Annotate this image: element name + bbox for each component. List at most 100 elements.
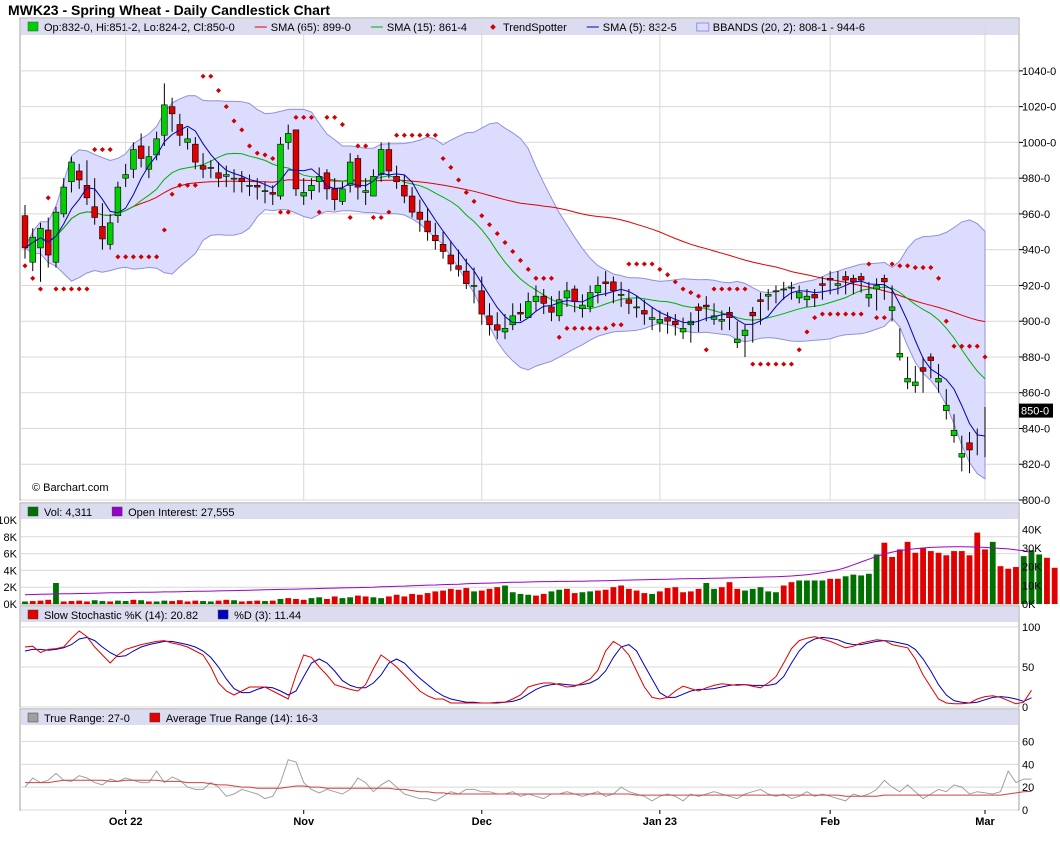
price-tick-label: 820-0 bbox=[1022, 459, 1050, 471]
sma65-line bbox=[24, 179, 986, 323]
volume-bar bbox=[339, 598, 346, 604]
price-tick-label: 1020-0 bbox=[1022, 102, 1056, 114]
trendspotter-dot bbox=[618, 322, 624, 328]
candle-body bbox=[455, 265, 462, 270]
candle-body bbox=[594, 285, 602, 293]
candle-body bbox=[772, 290, 780, 293]
trendspotter-dot bbox=[332, 114, 338, 120]
volume-bar bbox=[308, 598, 315, 604]
candle-body bbox=[679, 328, 687, 333]
candle-body bbox=[308, 185, 315, 191]
volume-bar bbox=[207, 601, 214, 604]
candle-body bbox=[857, 276, 865, 281]
candle-body bbox=[703, 304, 710, 308]
legend-entry-5: BBANDS (20, 2): 808-1 - 944-6 bbox=[713, 22, 865, 34]
legend-entry-0: Slow Stochastic %K (14): 20.82 bbox=[44, 610, 198, 622]
volume-bar bbox=[773, 592, 779, 604]
trendspotter-dot bbox=[750, 361, 756, 367]
trendspotter-dot bbox=[920, 265, 926, 271]
candle-body bbox=[757, 299, 764, 302]
trendspotter-dot bbox=[564, 325, 570, 331]
volume-left-tick: 2K bbox=[4, 582, 18, 594]
volume-bar bbox=[858, 575, 865, 604]
volume-bar bbox=[835, 578, 841, 604]
true-range-axis: 0 20 40 60 bbox=[1022, 736, 1034, 817]
candle-body bbox=[192, 143, 199, 163]
candle-body bbox=[734, 338, 741, 343]
volume-bar bbox=[385, 596, 392, 604]
candle-body bbox=[881, 277, 888, 283]
oi-right-tick: 10K bbox=[1022, 580, 1042, 592]
stochastic-tick: 100 bbox=[1022, 622, 1040, 634]
oi-right-tick: 20K bbox=[1022, 562, 1042, 574]
volume-bar bbox=[316, 597, 323, 604]
candle-body bbox=[656, 319, 664, 324]
volume-bar bbox=[494, 587, 501, 604]
candle-body bbox=[269, 192, 276, 195]
trendspotter-dot bbox=[409, 132, 415, 138]
trendspotter-dot bbox=[703, 347, 709, 353]
volume-bar bbox=[1051, 567, 1058, 604]
stochastic-tick: 0 bbox=[1022, 702, 1028, 714]
candle-body bbox=[238, 177, 245, 183]
volume-bar bbox=[625, 588, 632, 604]
candle-body bbox=[517, 311, 524, 315]
true-range-grid bbox=[21, 740, 1018, 811]
trendspotter-dot bbox=[982, 354, 988, 360]
volume-bar bbox=[277, 598, 284, 604]
volume-bar bbox=[649, 593, 655, 604]
volume-bar bbox=[184, 601, 191, 604]
candle-body bbox=[811, 294, 818, 299]
candle-body bbox=[726, 311, 733, 318]
candle-body bbox=[927, 356, 935, 361]
volume-axis: 0K 2K 4K 6K 8K 10K 0K 10K 20K 30K 40K bbox=[0, 515, 1042, 611]
stochastic-tick: 50 bbox=[1022, 662, 1034, 674]
volume-bar bbox=[509, 592, 516, 604]
volume-bar bbox=[440, 590, 446, 604]
candle-body bbox=[966, 442, 973, 451]
candle-body bbox=[919, 367, 927, 372]
trendspotter-dot bbox=[657, 266, 663, 272]
trendspotter-dot bbox=[440, 155, 446, 162]
volume-bars bbox=[22, 532, 1058, 604]
candle-body bbox=[888, 306, 896, 311]
volume-bar bbox=[656, 591, 663, 604]
volume-bar bbox=[687, 591, 694, 604]
volume-bar bbox=[1036, 554, 1043, 604]
candle-body bbox=[540, 295, 547, 304]
trendspotter-dot bbox=[943, 318, 949, 324]
volume-bar bbox=[595, 590, 601, 604]
volume-bar bbox=[997, 566, 1004, 604]
trendspotter-dot bbox=[726, 286, 733, 292]
price-tick-label: 940-0 bbox=[1022, 245, 1050, 257]
candle-body bbox=[292, 129, 300, 190]
candle-body bbox=[68, 161, 75, 183]
sma5-line bbox=[24, 125, 986, 437]
volume-bar bbox=[556, 589, 563, 604]
price-tick-label: 800-0 bbox=[1022, 495, 1050, 507]
atr-line bbox=[25, 779, 1032, 797]
candle-body bbox=[60, 186, 67, 215]
candle-body bbox=[641, 310, 648, 315]
volume-bar bbox=[571, 593, 578, 604]
trendspotter-dot bbox=[812, 315, 818, 321]
volume-bar bbox=[811, 580, 818, 604]
trendspotter-dot bbox=[773, 361, 779, 367]
trendspotter-dot bbox=[169, 191, 175, 197]
volume-bar bbox=[711, 588, 717, 604]
blue-box-icon bbox=[217, 609, 229, 620]
volume-bar bbox=[223, 599, 230, 604]
trendspotter-dot bbox=[889, 261, 895, 267]
volume-bar bbox=[958, 551, 965, 604]
candle-body bbox=[555, 299, 563, 317]
x-tick-label: Jan 23 bbox=[643, 816, 677, 828]
trendspotter-dot bbox=[579, 325, 585, 331]
trendspotter-dot bbox=[316, 209, 322, 215]
volume-bar bbox=[951, 551, 957, 604]
candle-body bbox=[161, 104, 168, 136]
candle-body bbox=[509, 315, 516, 326]
volume-bar bbox=[889, 556, 895, 604]
volume-bar bbox=[91, 600, 98, 604]
trendspotter-dot bbox=[378, 214, 384, 221]
candle-body bbox=[215, 172, 222, 179]
